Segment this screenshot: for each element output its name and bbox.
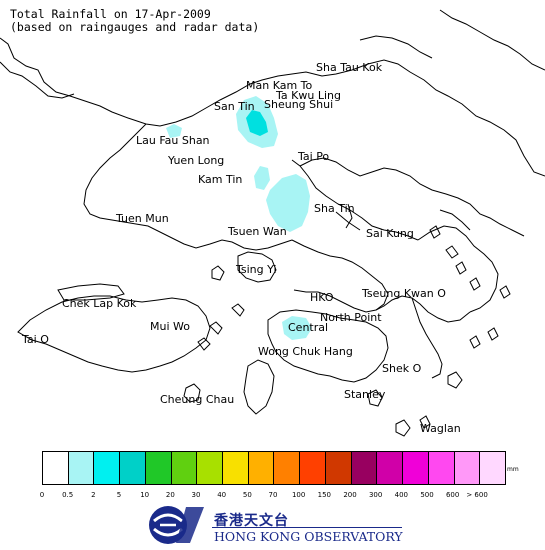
legend-tick-label: 150 xyxy=(317,491,332,499)
legend-tick-label: 100 xyxy=(291,491,306,499)
legend-swatch xyxy=(247,452,274,484)
legend-tick-label: 2 xyxy=(91,491,96,499)
legend-tick-label: 0 xyxy=(39,491,45,499)
coastline xyxy=(0,9,545,437)
label-waglan: Waglan xyxy=(420,422,461,435)
legend-swatch xyxy=(273,452,300,484)
legend-tick-label: 5 xyxy=(116,491,122,499)
label-tseung-kwan-o: Tseung Kwan O xyxy=(362,287,446,300)
legend-swatch xyxy=(196,452,223,484)
legend-swatch xyxy=(402,452,428,484)
rainfall-legend xyxy=(42,451,506,485)
legend-tick-label: 10 xyxy=(140,491,150,499)
label-tuen-mun: Tuen Mun xyxy=(116,212,169,225)
label-tsing-yi: Tsing Yi xyxy=(236,263,277,276)
map-subtitle: (based on raingauges and radar data) xyxy=(10,20,260,34)
legend-unit: mm xyxy=(507,466,519,473)
legend-swatch xyxy=(67,452,94,484)
rain-cell-central xyxy=(282,316,312,340)
label-stanley: Stanley xyxy=(344,388,386,401)
legend-swatch xyxy=(427,452,454,484)
legend-tick-label: 300 xyxy=(368,491,383,499)
label-kam-tin: Kam Tin xyxy=(198,173,243,186)
label-sha-tau-kok: Sha Tau Kok xyxy=(316,61,383,74)
legend-swatch xyxy=(350,452,377,484)
legend-swatch xyxy=(93,452,120,484)
legend-swatch xyxy=(453,452,480,484)
rain-cell-san-tin-core xyxy=(246,110,268,136)
legend-tick-label: 500 xyxy=(420,491,434,499)
legend-swatch xyxy=(479,452,505,484)
rain-cell-kam-tin xyxy=(254,166,270,190)
label-sai-kung: Sai Kung xyxy=(366,227,414,240)
legend-swatch xyxy=(299,452,325,484)
label-tsuen-wan: Tsuen Wan xyxy=(228,225,287,238)
logo-chinese-text: 香港天文台 xyxy=(214,513,289,529)
legend-swatch xyxy=(324,452,351,484)
label-central: Central xyxy=(288,321,329,334)
legend-swatch xyxy=(43,452,68,484)
label-sha-tin: Sha Tin xyxy=(314,202,355,215)
hko-logo: 香港天文台 HONG KONG OBSERVATORY xyxy=(146,503,406,547)
label-sheung-shui: Sheung Shui xyxy=(264,98,334,111)
legend-tick-label: 0.5 xyxy=(62,491,74,499)
legend-tick-label: 600 xyxy=(445,491,460,499)
label-shek-o: Shek O xyxy=(382,362,422,375)
legend-tick-label: 70 xyxy=(268,491,278,499)
legend-tick-label: 200 xyxy=(343,491,357,499)
label-mui-wo: Mui Wo xyxy=(150,320,190,333)
label-ta-kwu-ling: Ta Kwu Ling xyxy=(276,89,341,102)
logo-english-text: HONG KONG OBSERVATORY xyxy=(214,529,403,544)
label-yuen-long: Yuen Long xyxy=(168,154,225,167)
legend-swatch xyxy=(144,452,171,484)
label-man-kam-to: Man Kam To xyxy=(246,79,313,92)
label-tai-o: Tai O xyxy=(22,333,49,346)
label-wong-chuk-hang: Wong Chuk Hang xyxy=(258,345,353,358)
hko-emblem-icon xyxy=(149,506,204,544)
legend-swatch xyxy=(119,452,145,484)
legend-tick-label: 400 xyxy=(394,491,409,499)
district-lines xyxy=(335,203,361,231)
map-title: Total Rainfall on 17-Apr-2009 xyxy=(10,7,211,21)
rain-cell-sha-tin xyxy=(266,174,310,232)
legend-tick-label: 30 xyxy=(191,491,201,499)
label-cheung-chau: Cheung Chau xyxy=(160,393,235,406)
label-san-tin: San Tin xyxy=(214,100,255,113)
label-north-point: North Point xyxy=(320,311,382,324)
label-hko: HKO xyxy=(310,291,334,304)
label-tai-po: Tai Po xyxy=(298,150,330,163)
legend-tick-label: 20 xyxy=(165,491,175,499)
label-chek-lap-kok: Chek Lap Kok xyxy=(62,297,137,310)
label-lau-fau-shan: Lau Fau Shan xyxy=(136,134,210,147)
legend-tick-label: 40 xyxy=(217,491,227,499)
rain-cell-lau-fau-shan xyxy=(166,124,182,138)
legend-swatch xyxy=(222,452,248,484)
legend-tick-label: 50 xyxy=(242,491,252,499)
legend-swatch xyxy=(170,452,197,484)
logo-divider xyxy=(212,527,402,528)
legend-tick-label: > 600 xyxy=(466,491,488,499)
legend-swatch xyxy=(376,452,403,484)
